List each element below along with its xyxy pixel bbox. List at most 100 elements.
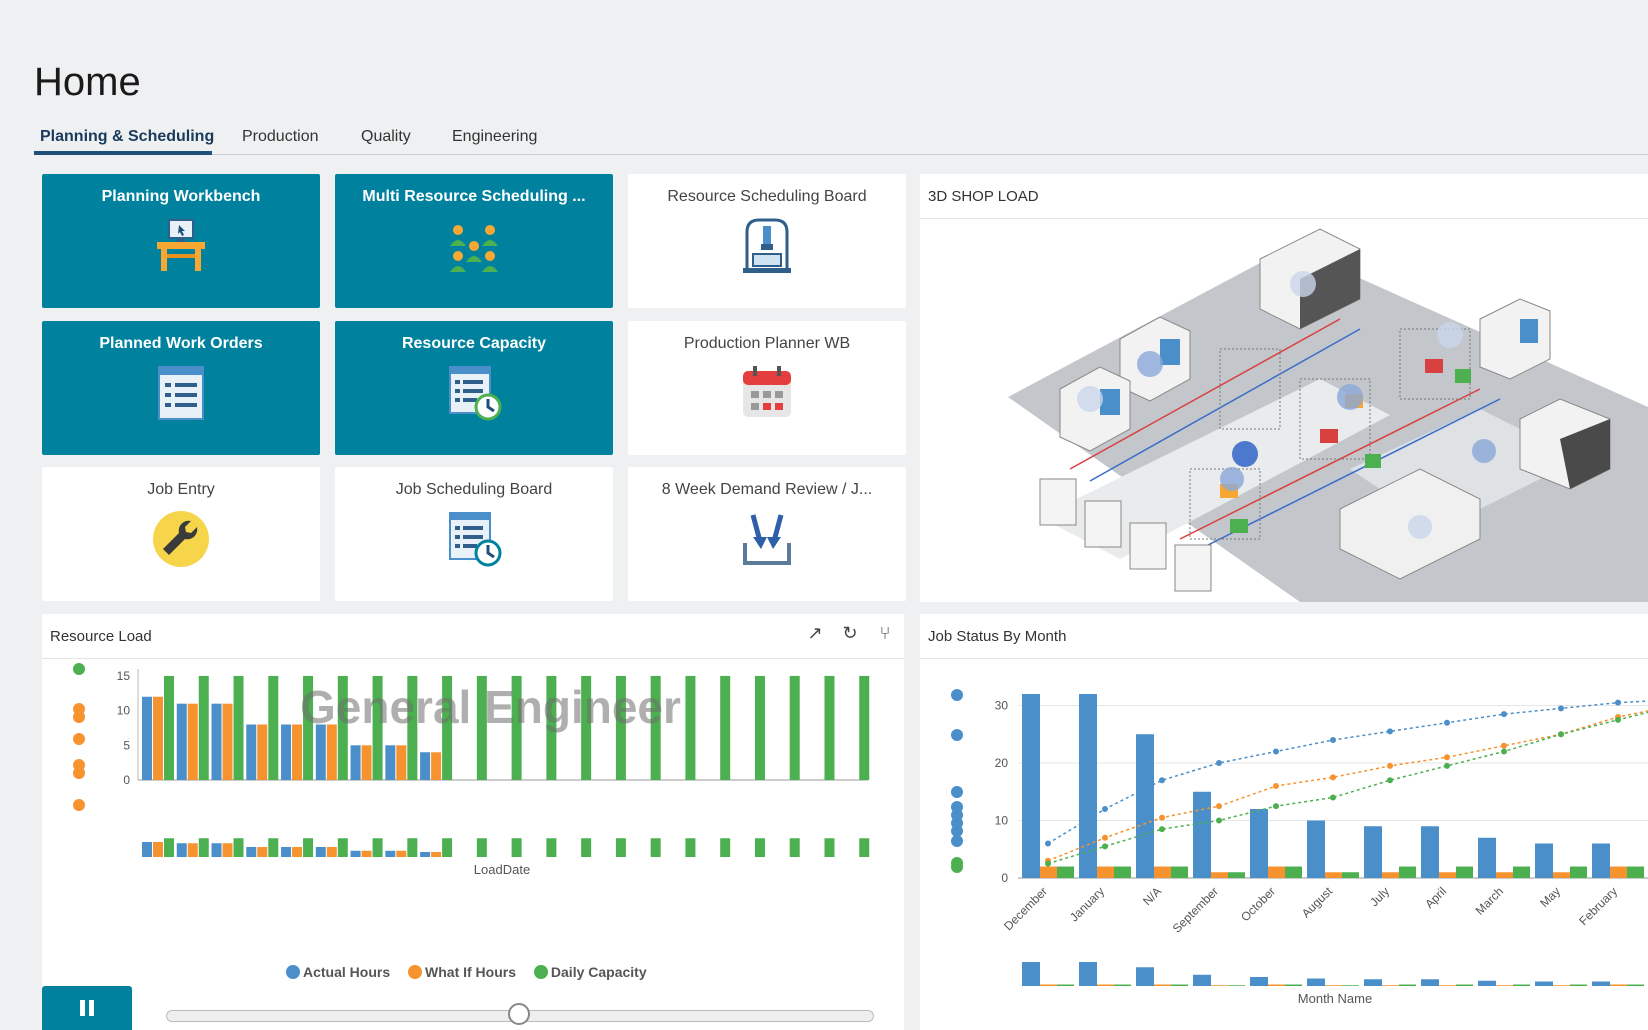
line-point: [1444, 754, 1450, 761]
tile-8-week-demand-review[interactable]: 8 Week Demand Review / J...: [628, 467, 906, 601]
bar-month-0: [1307, 820, 1325, 878]
overview-bar: [396, 850, 407, 857]
series-marker-dot: [951, 786, 963, 798]
overview-bar: [1057, 984, 1074, 986]
overview-bar: [1307, 978, 1325, 986]
pause-button[interactable]: [42, 986, 132, 1030]
bar-month-0: [1079, 694, 1097, 878]
bar-month-0: [1478, 837, 1496, 878]
legend-item-what-if-hours[interactable]: What If Hours: [408, 964, 516, 980]
series-marker-dot: [951, 835, 963, 847]
series-marker-dot: [73, 663, 85, 675]
line-point: [1387, 728, 1393, 735]
overview-bar: [1136, 967, 1154, 986]
bar-daily-capacity: [789, 675, 800, 780]
share-icon[interactable]: ⑂: [879, 623, 891, 643]
cumulative-line-0: [1047, 700, 1648, 845]
series-marker-dot: [951, 729, 963, 741]
tab-planning-scheduling[interactable]: Planning & Scheduling: [40, 128, 215, 145]
bar-daily-capacity: [720, 675, 731, 780]
bar-what-if-hours: [292, 724, 303, 780]
list-clock-icon: [449, 366, 502, 421]
overview-bar: [789, 838, 800, 857]
bar-what-if-hours: [431, 752, 442, 780]
overview-bar: [685, 838, 696, 857]
tile-label: Production Planner WB: [683, 335, 851, 352]
tile-label: Multi Resource Scheduling ...: [362, 188, 586, 205]
wrench-icon: [153, 511, 209, 567]
y-tick-label: 20: [995, 756, 1009, 770]
panel-title: Resource Load: [50, 628, 152, 645]
resource-load-chart[interactable]: 0 5 10 15 LoadDate: [42, 659, 904, 969]
x-tick-label: September: [1170, 884, 1221, 935]
bar-month-0: [1421, 826, 1439, 878]
overview-bar: [511, 838, 522, 857]
bar-daily-capacity: [337, 675, 348, 780]
bar-actual-hours: [142, 696, 152, 780]
line-point: [1558, 731, 1564, 738]
bar-actual-hours: [420, 752, 431, 780]
tab-engineering[interactable]: Engineering: [452, 128, 538, 145]
tab-production[interactable]: Production: [242, 128, 319, 145]
series-marker-dot: [951, 689, 963, 701]
overview-bar: [650, 838, 661, 857]
job-status-chart[interactable]: 0 10 20 30 December January N/A September Octobe…: [920, 659, 1648, 1030]
tile-job-entry[interactable]: Job Entry: [42, 467, 320, 601]
overview-bar: [1079, 962, 1097, 986]
overview-bar: [222, 843, 233, 857]
machine: [1519, 398, 1611, 490]
bar-daily-capacity: [268, 675, 279, 780]
overview-bar: [187, 843, 198, 857]
bar-month-1: [1553, 872, 1570, 878]
refresh-icon[interactable]: ↻: [842, 623, 858, 643]
bar-month-2: [1171, 866, 1188, 878]
bar-month-2: [1399, 866, 1416, 878]
bar-daily-capacity: [233, 675, 244, 780]
tile-production-planner-wb[interactable]: Production Planner WB: [628, 321, 906, 455]
overview-bar: [1570, 984, 1587, 986]
line-point: [1159, 777, 1165, 784]
bar-daily-capacity: [754, 675, 765, 780]
overview-bar: [1553, 985, 1570, 986]
bar-actual-hours: [281, 724, 292, 780]
calendar-icon: [743, 366, 791, 417]
bar-what-if-hours: [361, 745, 372, 780]
bar-daily-capacity: [581, 675, 592, 780]
tab-quality[interactable]: Quality: [361, 128, 411, 145]
tile-label: Planned Work Orders: [99, 335, 263, 352]
people-group-icon: [450, 225, 498, 272]
line-point: [1444, 719, 1450, 726]
bar-daily-capacity: [615, 675, 626, 780]
tile-resource-scheduling-board[interactable]: Resource Scheduling Board: [628, 174, 906, 308]
x-tick-label: August: [1299, 884, 1336, 921]
tile-planned-work-orders[interactable]: Planned Work Orders: [42, 321, 320, 455]
bar-daily-capacity: [442, 675, 453, 780]
overview-bar: [720, 838, 731, 857]
overview-bar: [824, 838, 835, 857]
tile-planning-workbench[interactable]: Planning Workbench: [42, 174, 320, 308]
tile-resource-capacity[interactable]: Resource Capacity: [335, 321, 613, 455]
shop-floor-illustration[interactable]: [920, 219, 1648, 602]
tile-job-scheduling-board[interactable]: Job Scheduling Board: [335, 467, 613, 601]
overview-bar: [1535, 981, 1553, 986]
line-point: [1501, 711, 1507, 718]
overview-bar: [350, 850, 361, 857]
legend-item-actual-hours[interactable]: Actual Hours: [286, 964, 390, 980]
legend-item-daily-capacity[interactable]: Daily Capacity: [533, 964, 647, 980]
bar-what-if-hours: [222, 703, 233, 780]
bar-month-0: [1193, 791, 1211, 878]
overview-bar: [268, 838, 279, 857]
list-clock-icon: [449, 512, 502, 567]
tile-label: Resource Capacity: [401, 335, 547, 352]
bar-month-1: [1268, 866, 1285, 878]
tile-label: Job Scheduling Board: [395, 481, 553, 498]
external-link-icon[interactable]: ↗: [807, 623, 823, 643]
tile-multi-resource-scheduling[interactable]: Multi Resource Scheduling ...: [335, 174, 613, 308]
line-point: [1501, 748, 1507, 755]
bar-what-if-hours: [153, 696, 163, 780]
overview-bar: [372, 838, 383, 857]
overview-bar: [1610, 984, 1627, 986]
line-point: [1387, 762, 1393, 769]
series-marker-dot: [951, 825, 963, 837]
slider-handle[interactable]: [508, 1003, 530, 1025]
